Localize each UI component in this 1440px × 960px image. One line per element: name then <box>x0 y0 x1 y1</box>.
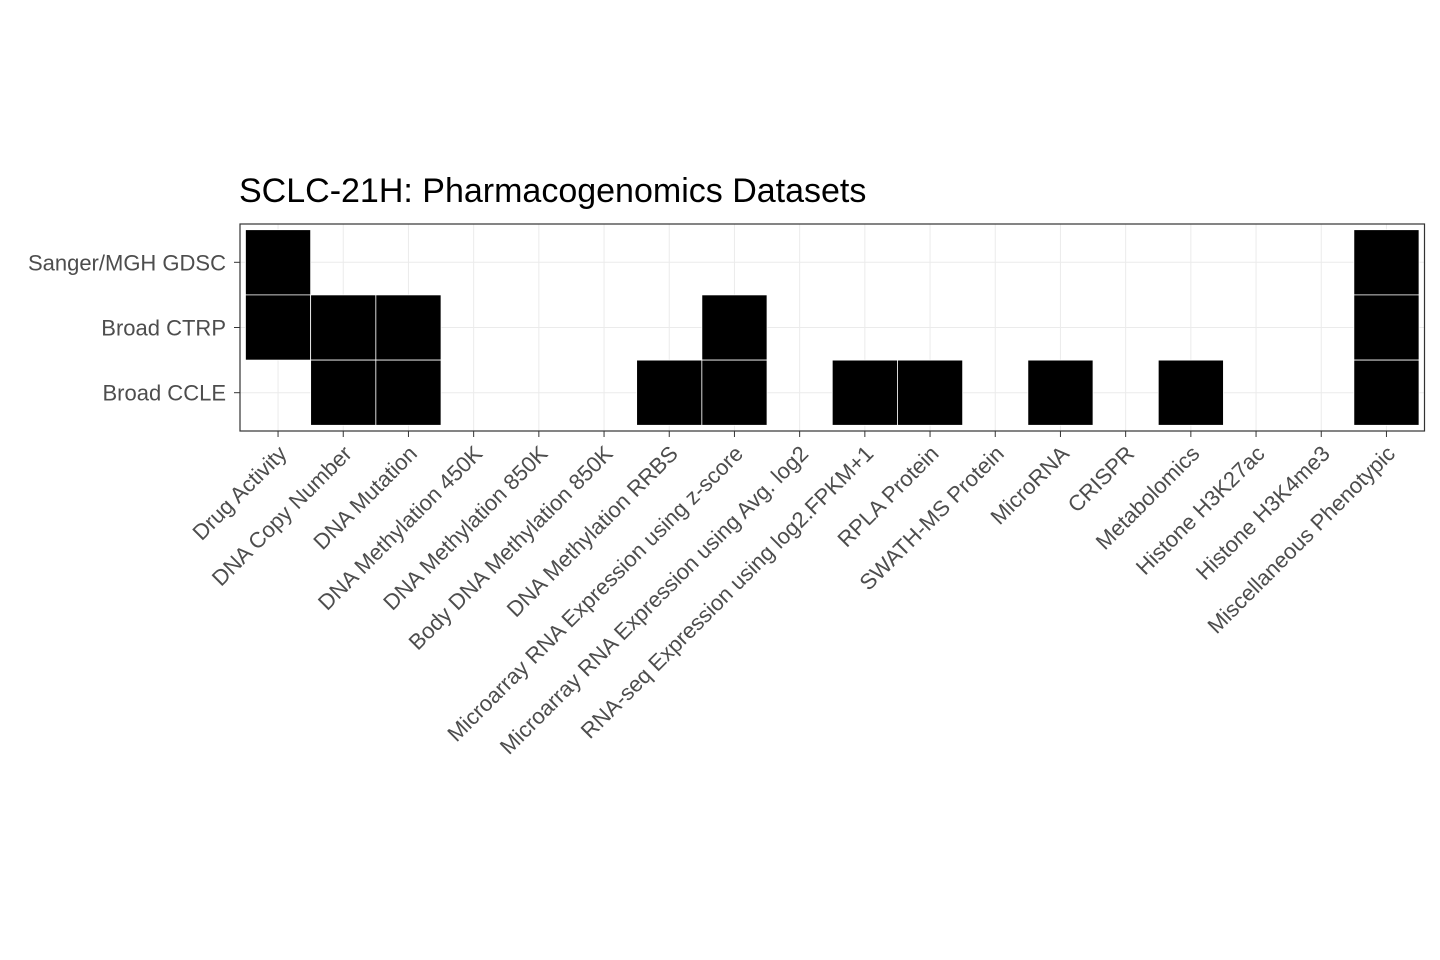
heatmap-cell <box>245 294 312 361</box>
heatmap-cell <box>1353 229 1420 296</box>
y-tick-label: Broad CCLE <box>102 381 226 406</box>
heatmap-cell <box>636 359 703 426</box>
heatmap-cell <box>1157 359 1224 426</box>
cell-layer <box>245 229 1420 426</box>
heatmap-cell <box>310 359 377 426</box>
heatmap-cell <box>310 294 377 361</box>
heatmap-cell <box>245 229 312 296</box>
chart-title: SCLC-21H: Pharmacogenomics Datasets <box>239 172 866 210</box>
heatmap-cell <box>701 359 768 426</box>
x-tick-label: Microarray RNA Expression using Avg. log… <box>495 441 813 759</box>
heatmap-cell <box>375 294 442 361</box>
heatmap-cell <box>1353 294 1420 361</box>
heatmap-cell <box>897 359 964 426</box>
y-axis: Sanger/MGH GDSC Broad CTRP Broad CCLE <box>28 250 240 406</box>
heatmap-cell <box>1027 359 1094 426</box>
heatmap-cell <box>831 359 898 426</box>
heatmap-cell <box>375 359 442 426</box>
y-tick-label: Broad CTRP <box>101 316 226 341</box>
heatmap-cell <box>1353 359 1420 426</box>
y-tick-label: Sanger/MGH GDSC <box>28 250 226 275</box>
heatmap-cell <box>701 294 768 361</box>
